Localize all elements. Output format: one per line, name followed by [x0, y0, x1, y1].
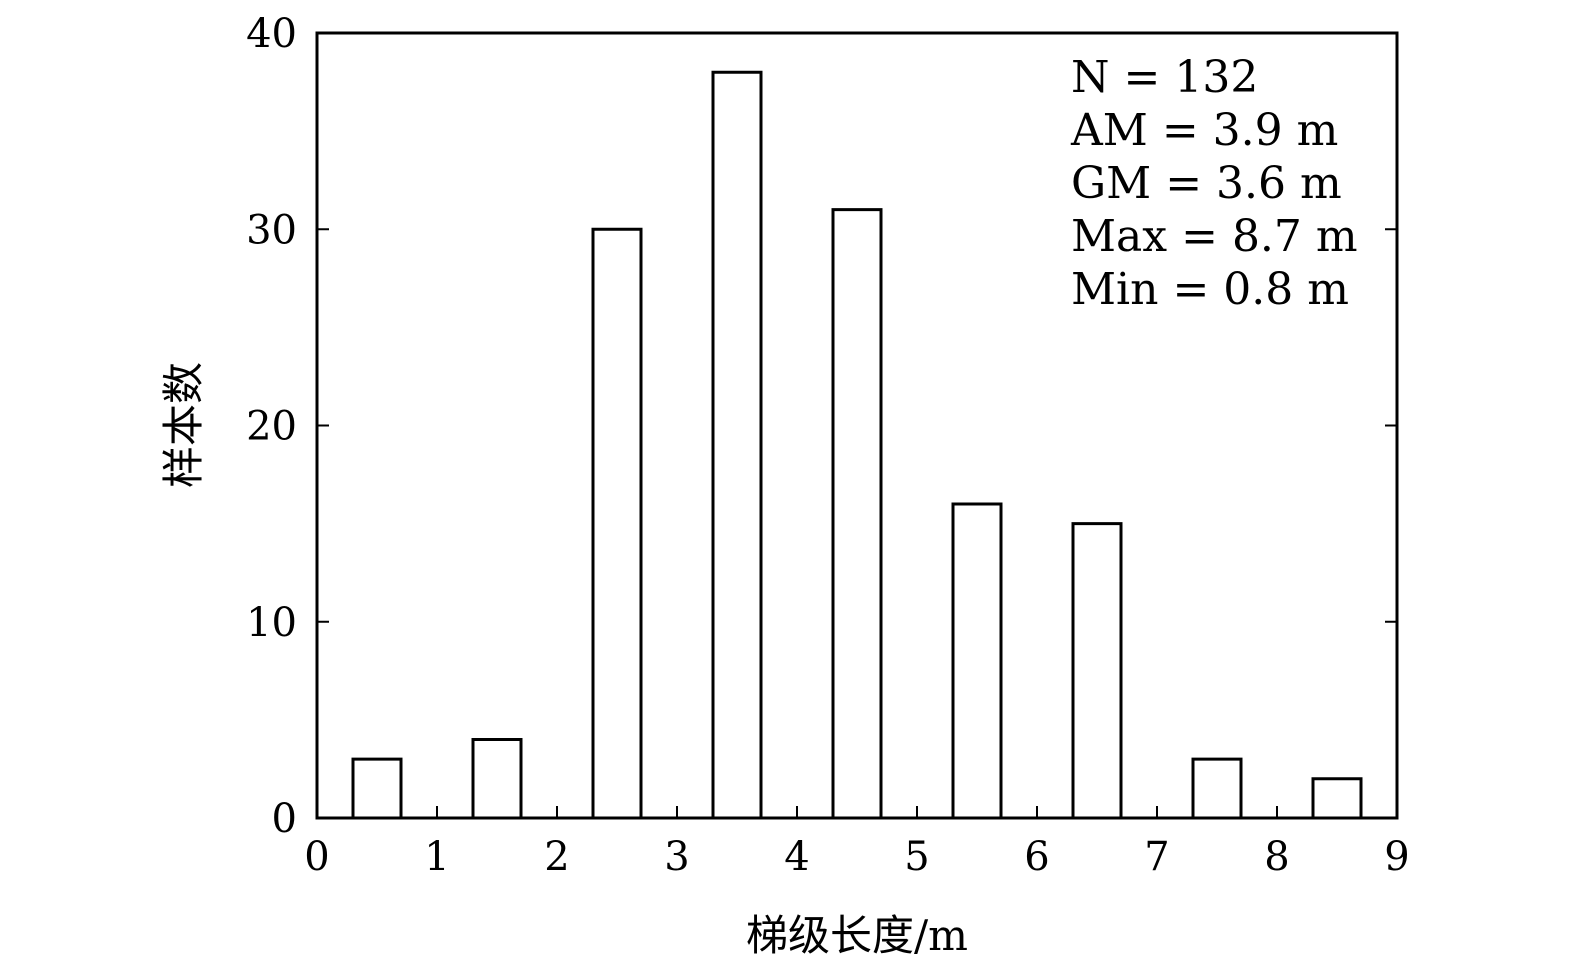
stat-n: N = 132	[1071, 52, 1258, 103]
x-tick-label: 4	[784, 834, 809, 880]
y-tick-label: 30	[246, 207, 297, 253]
stat-gm: GM = 3.6 m	[1071, 158, 1342, 209]
y-tick-label: 40	[246, 11, 297, 57]
histogram-bar-8	[1191, 757, 1243, 820]
stat-am: AM = 3.9 m	[1070, 105, 1338, 156]
histogram-bar-6	[951, 502, 1003, 820]
ticks-group	[316, 32, 1398, 819]
x-tick-label: 2	[544, 834, 569, 880]
histogram-bar-9	[1311, 777, 1363, 820]
x-tick-label: 0	[304, 834, 329, 880]
x-tick-label: 1	[424, 834, 449, 880]
x-tick-label: 3	[664, 834, 689, 880]
x-tick-label: 7	[1144, 834, 1169, 880]
y-axis-title: 样本数	[159, 362, 208, 488]
tick-labels-group: 0 1 2 3 4 5 6 7 8 9 0 10 20 30 40	[246, 11, 1410, 880]
histogram-bar-4	[711, 70, 763, 820]
stats-annotation: N = 132 AM = 3.9 m GM = 3.6 m Max = 8.7 …	[1070, 52, 1358, 315]
x-tick-label: 5	[904, 834, 929, 880]
histogram-bar-5	[831, 208, 883, 820]
histogram-bar-7	[1071, 522, 1123, 820]
stat-max: Max = 8.7 m	[1071, 211, 1358, 262]
histogram-bar-2	[471, 738, 523, 820]
stat-min: Min = 0.8 m	[1071, 264, 1349, 315]
y-tick-label: 10	[246, 600, 297, 646]
x-tick-label: 8	[1264, 834, 1289, 880]
y-tick-label: 20	[246, 404, 297, 450]
x-axis-title: 梯级长度/m	[746, 911, 968, 960]
x-tick-label: 9	[1384, 834, 1409, 880]
histogram-bar-3	[591, 227, 643, 820]
y-tick-label: 0	[272, 796, 297, 842]
bars-group	[351, 70, 1363, 820]
histogram-bar-1	[351, 757, 403, 820]
x-tick-label: 6	[1024, 834, 1049, 880]
